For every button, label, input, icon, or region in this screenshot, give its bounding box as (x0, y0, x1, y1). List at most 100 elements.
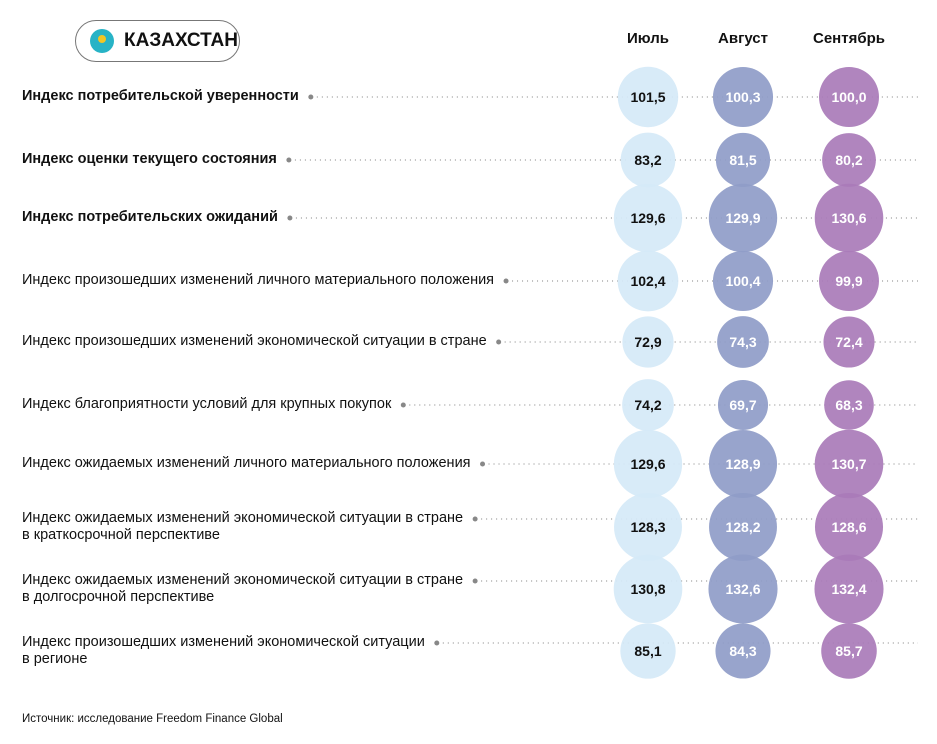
row-label-line: Индекс произошедших изменений личного ма… (22, 272, 495, 288)
bubble-september (821, 623, 877, 679)
bubble-value: 130,8 (630, 581, 665, 597)
bubble-value: 83,2 (634, 152, 661, 168)
bubble-value: 74,2 (634, 397, 661, 413)
bubble-july (613, 554, 683, 624)
bubble-value: 128,3 (630, 519, 665, 535)
leader-dot (287, 215, 293, 221)
leader-dot (480, 461, 486, 467)
bubble-august (717, 379, 769, 431)
bubble-august (708, 429, 778, 499)
leader-dot (503, 278, 509, 284)
leader-dot (496, 339, 502, 345)
bubble-july (617, 66, 679, 128)
column-header-september: Сентябрь (813, 30, 885, 47)
row-label: Индекс благоприятности условий для крупн… (22, 396, 391, 413)
bubble-value: 100,3 (725, 89, 760, 105)
bubble-value: 129,6 (630, 210, 665, 226)
bubble-value: 102,4 (630, 273, 665, 289)
row-label-line: Индекс ожидаемых изменений экономической… (22, 572, 464, 588)
row-label-line: в долгосрочной перспективе (22, 589, 215, 605)
bubble-value: 129,9 (725, 210, 760, 226)
row-label: Индекс ожидаемых изменений экономической… (22, 572, 463, 606)
row-label: Индекс оценки текущего состояния (22, 151, 277, 168)
bubble-july (622, 316, 674, 368)
bubble-july (620, 132, 676, 188)
leader-dot (472, 578, 478, 584)
row-label: Индекс потребительских ожиданий (22, 209, 278, 226)
bubble-value: 81,5 (729, 152, 756, 168)
bubble-value: 84,3 (729, 643, 756, 659)
bubble-july (617, 250, 679, 312)
bubble-august (715, 132, 771, 188)
row-label-line: Индекс произошедших изменений экономичес… (22, 634, 425, 650)
bubble-september (822, 133, 876, 187)
bubble-value: 74,3 (729, 334, 756, 350)
bubble-july (614, 493, 682, 561)
bubble-value: 101,5 (630, 89, 665, 105)
leader-dot (434, 640, 440, 646)
bubble-value: 129,6 (630, 456, 665, 472)
kazakhstan-flag-icon (90, 29, 114, 53)
bubble-august (717, 316, 769, 368)
bubble-september (814, 183, 884, 253)
bubble-value: 100,0 (831, 89, 866, 105)
bubble-value: 80,2 (835, 152, 862, 168)
row-label-line: Индекс ожидаемых изменений экономической… (22, 510, 464, 526)
bubble-value: 72,9 (634, 334, 661, 350)
bubble-august (708, 183, 778, 253)
row-label-line: Индекс произошедших изменений экономичес… (22, 333, 487, 349)
row-label-line: Индекс ожидаемых изменений личного матер… (22, 455, 471, 471)
bubble-september (814, 492, 884, 562)
row-label-line: в краткосрочной перспективе (22, 527, 220, 543)
column-header-august: Август (718, 30, 768, 47)
leader-dot (308, 94, 314, 100)
bubble-september (824, 380, 874, 430)
bubble-value: 130,6 (831, 210, 866, 226)
bubble-august (708, 554, 778, 624)
bubble-september (814, 429, 884, 499)
bubble-august (712, 250, 774, 312)
row-label: Индекс произошедших изменений экономичес… (22, 333, 487, 350)
leader-dot (472, 516, 478, 522)
bubble-value: 100,4 (725, 273, 760, 289)
bubble-september (819, 67, 879, 127)
leader-dot (400, 402, 406, 408)
bubble-value: 68,3 (835, 397, 862, 413)
row-label: Индекс произошедших изменений личного ма… (22, 272, 494, 289)
bubble-july (613, 183, 683, 253)
source-note: Источник: исследование Freedom Finance G… (22, 713, 283, 725)
row-label-line: Индекс потребительской уверенности (22, 88, 299, 104)
bubble-september (814, 554, 884, 624)
row-label: Индекс произошедших изменений экономичес… (22, 634, 425, 668)
bubble-value: 128,9 (725, 456, 760, 472)
bubble-september (819, 251, 879, 311)
row-label-line: Индекс потребительских ожиданий (22, 209, 278, 225)
bubble-august (712, 66, 774, 128)
bubble-september (823, 316, 875, 368)
row-label-line: Индекс оценки текущего состояния (22, 151, 277, 167)
bubble-value: 69,7 (729, 397, 756, 413)
bubble-july (620, 623, 676, 679)
bubble-august (715, 623, 771, 679)
bubble-value: 72,4 (835, 334, 862, 350)
bubble-value: 128,2 (725, 519, 760, 535)
bubble-value: 85,7 (835, 643, 862, 659)
bubble-value: 99,9 (835, 273, 862, 289)
column-header-july: Июль (627, 30, 669, 47)
bubble-value: 132,6 (725, 581, 760, 597)
row-label: Индекс ожидаемых изменений экономической… (22, 510, 463, 544)
bubble-august (709, 493, 777, 561)
bubble-value: 128,6 (831, 519, 866, 535)
bubble-july (622, 379, 674, 431)
country-title: КАЗАХСТАН (124, 30, 238, 51)
bubble-july (613, 429, 683, 499)
leader-dot (286, 157, 292, 163)
bubble-value: 130,7 (831, 456, 866, 472)
country-badge: КАЗАХСТАН (75, 20, 240, 62)
row-label-line: Индекс благоприятности условий для крупн… (22, 396, 392, 412)
row-label-line: в регионе (22, 651, 88, 667)
row-label: Индекс потребительской уверенности (22, 88, 299, 105)
row-label: Индекс ожидаемых изменений личного матер… (22, 455, 471, 472)
